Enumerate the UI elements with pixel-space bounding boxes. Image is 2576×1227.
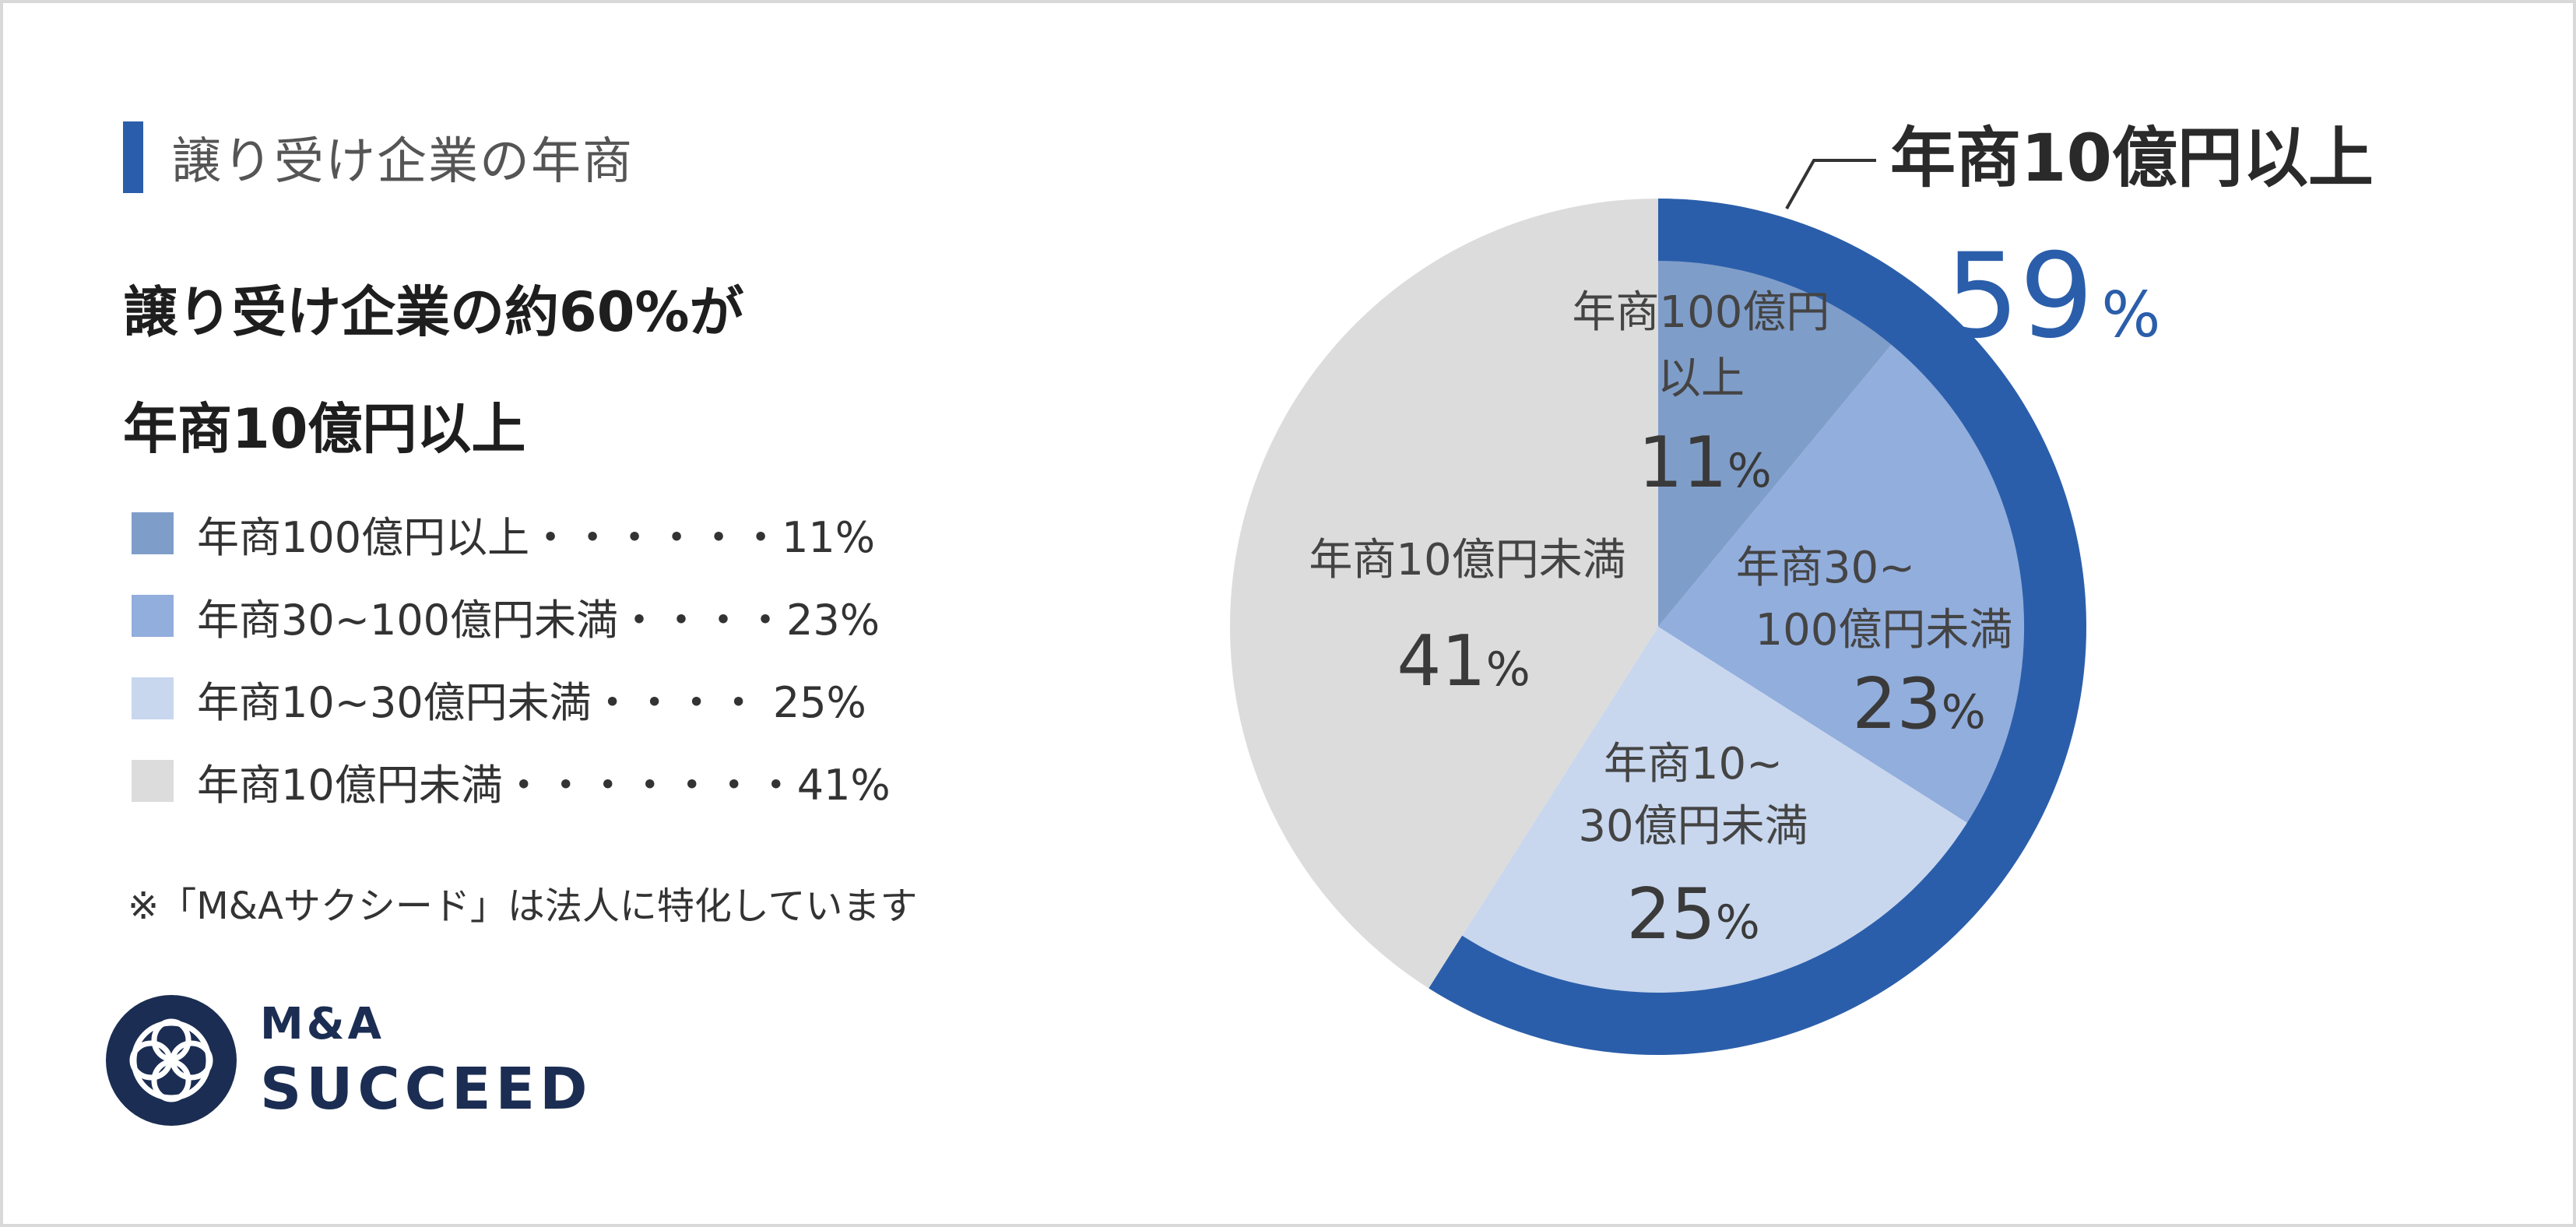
legend: 年商100億円以上・・・・・・11% 年商30~100億円未満・・・・23% 年…: [132, 492, 891, 822]
legend-item: 年商30~100億円未満・・・・23%: [132, 575, 891, 657]
logo-text-ma: M&A: [260, 999, 385, 1049]
slice-category-label: 年商10~: [1604, 739, 1783, 789]
slice-category-label: 100億円未満: [1755, 605, 2013, 656]
slice-value-label: 11%: [1638, 422, 1772, 504]
slice-category-label: 以上: [1657, 353, 1745, 404]
logo-text-succeed: SUCCEED: [260, 1056, 592, 1123]
legend-label: 年商10億円未満・・・・・・・41%: [197, 760, 891, 810]
legend-swatch: [132, 595, 174, 637]
footnote: ※「M&Aサクシード」は法人に特化しています: [128, 884, 918, 928]
brand-logo: M&A SUCCEED: [103, 992, 592, 1129]
headline-line-2: 年商10億円以上: [123, 397, 526, 461]
legend-item: 年商10~30億円未満・・・・ 25%: [132, 657, 891, 740]
slice-value-label: 41%: [1397, 621, 1530, 702]
legend-label: 年商30~100億円未満・・・・23%: [197, 595, 880, 645]
knot-logo-icon: [106, 995, 237, 1126]
slice-category-label: 年商10億円未満: [1309, 535, 1625, 585]
callout-label: 年商10億円以上: [1890, 120, 2374, 196]
section-title: 譲り受け企業の年商: [123, 121, 634, 193]
section-title-text: 譲り受け企業の年商: [171, 133, 634, 191]
slice-value-label: 23%: [1852, 663, 1986, 745]
legend-swatch: [132, 677, 174, 719]
callout-leader-line: [1785, 159, 1876, 209]
section-title-accent-bar: [123, 121, 143, 193]
legend-item: 年商10億円未満・・・・・・・41%: [132, 740, 891, 822]
legend-label: 年商10~30億円未満・・・・ 25%: [197, 677, 866, 727]
legend-swatch: [132, 760, 174, 802]
slice-category-label: 30億円未満: [1578, 801, 1808, 852]
slice-value-label: 25%: [1626, 874, 1760, 955]
legend-item: 年商100億円以上・・・・・・11%: [132, 492, 891, 575]
highlight-ring: [1429, 199, 2086, 1055]
callout-value: 59%: [1945, 229, 2161, 364]
legend-swatch: [132, 512, 174, 554]
pie-slice: [1229, 199, 1658, 989]
headline-line-1: 譲り受け企業の約60%が: [123, 280, 744, 344]
legend-label: 年商100億円以上・・・・・・11%: [197, 512, 876, 562]
headline: 譲り受け企業の約60%が 年商10億円以上: [123, 254, 744, 487]
slice-category-label: 年商100億円: [1573, 287, 1830, 338]
slice-category-label: 年商30~: [1736, 543, 1915, 593]
